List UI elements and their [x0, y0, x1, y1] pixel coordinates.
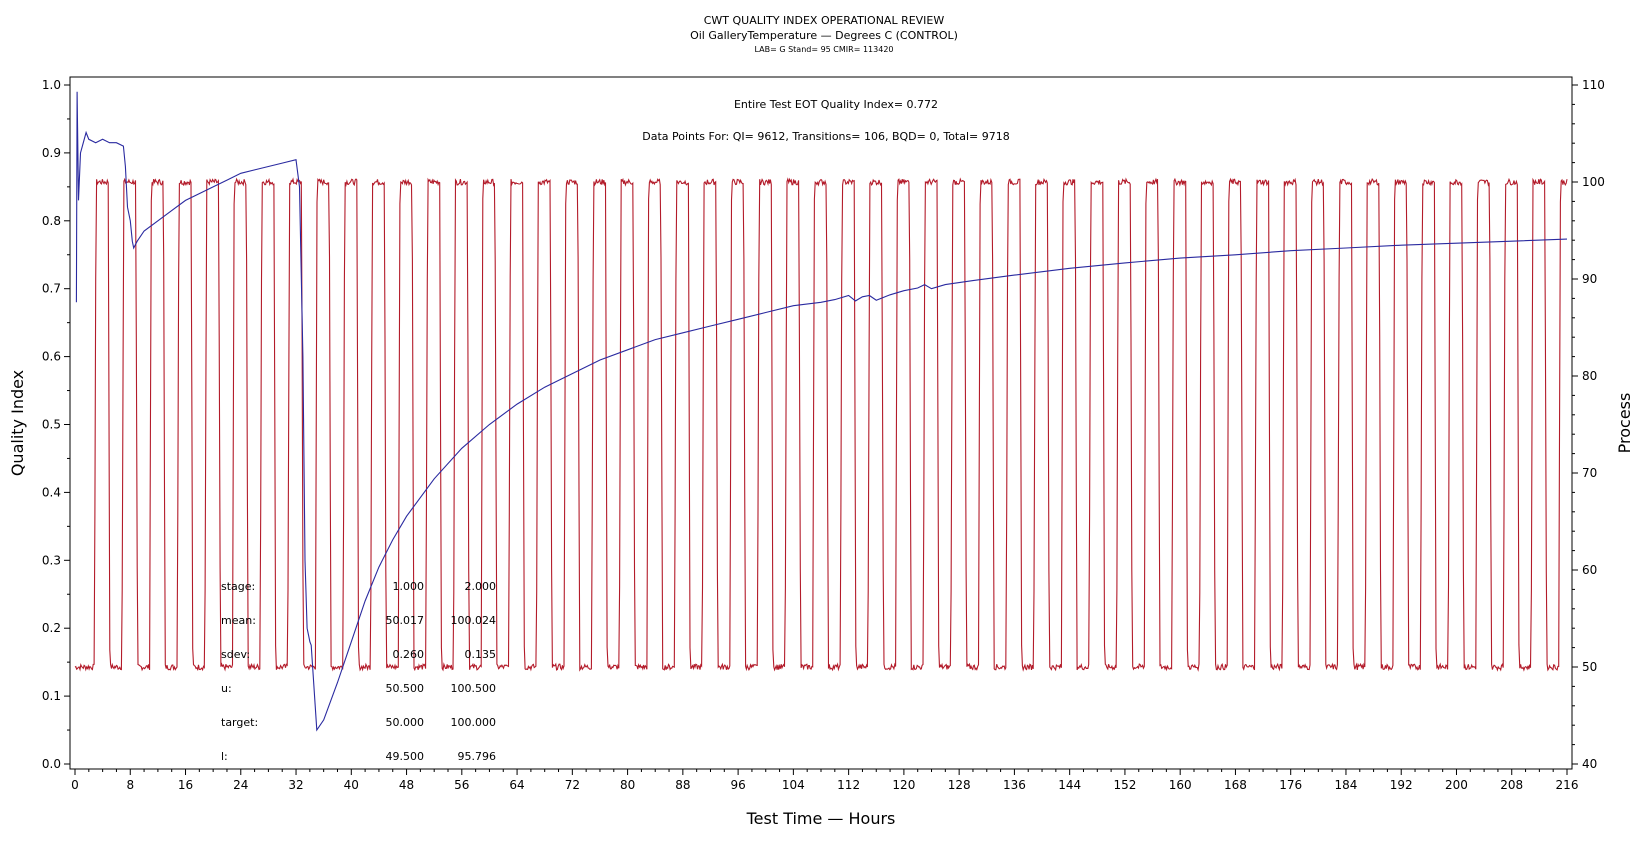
y-right-tick-label: 90: [1582, 272, 1597, 286]
y-left-tick-label: 0.2: [42, 621, 61, 635]
x-tick-label: 32: [288, 778, 303, 792]
x-tick-label: 136: [1003, 778, 1026, 792]
stats-row-label: mean:: [221, 614, 256, 627]
stats-table: stage: 1.000 2.000 mean: 50.017 100.024 sdev: 0…: [221, 580, 496, 763]
stats-col1-value: 0.260: [393, 648, 425, 661]
x-axis: 0 8 16 24 32 40 48 56 64 72 80 88 96 104 112 120 128 136 1…: [71, 769, 1578, 792]
x-tick-label: 72: [565, 778, 580, 792]
y-right-tick-label: 100: [1582, 175, 1605, 189]
x-tick-label: 88: [675, 778, 690, 792]
annotation-quality-index: Entire Test EOT Quality Index= 0.772: [734, 98, 938, 111]
stats-col2-value: 100.500: [451, 682, 497, 695]
y-left-tick-label: 0.6: [42, 350, 61, 364]
stats-col1-value: 50.000: [386, 716, 425, 729]
x-tick-label: 160: [1169, 778, 1192, 792]
chart-title: CWT QUALITY INDEX OPERATIONAL REVIEW: [704, 14, 945, 27]
annotation-data-points: Data Points For: QI= 9612, Transitions= …: [642, 130, 1010, 143]
stats-col2-value: 0.135: [465, 648, 497, 661]
stats-col1-value: 49.500: [386, 750, 425, 763]
x-tick-label: 208: [1500, 778, 1523, 792]
y-left-tick-label: 0.7: [42, 282, 61, 296]
x-tick-label: 80: [620, 778, 635, 792]
stats-col2-value: 2.000: [465, 580, 497, 593]
stats-col1-value: 50.500: [386, 682, 425, 695]
x-tick-label: 104: [782, 778, 805, 792]
y-left-tick-label: 0.4: [42, 485, 61, 499]
y-right-tick-label: 70: [1582, 466, 1597, 480]
x-tick-label: 176: [1279, 778, 1302, 792]
y-left-axis-label: Quality Index: [8, 370, 27, 476]
x-tick-label: 120: [892, 778, 915, 792]
y-left-tick-label: 1.0: [42, 78, 61, 92]
x-tick-label: 24: [233, 778, 248, 792]
stats-row-label: l:: [221, 750, 228, 763]
x-tick-label: 0: [71, 778, 79, 792]
y-left-tick-label: 0.1: [42, 689, 61, 703]
x-tick-label: 56: [454, 778, 469, 792]
chart-lab-line: LAB= G Stand= 95 CMIR= 113420: [754, 45, 893, 54]
x-tick-label: 40: [344, 778, 359, 792]
x-tick-label: 112: [837, 778, 860, 792]
y-right-axis-label: Process: [1615, 393, 1634, 454]
x-tick-label: 64: [509, 778, 524, 792]
y-right-tick-label: 80: [1582, 369, 1597, 383]
y-left-tick-label: 0.3: [42, 553, 61, 567]
x-tick-label: 128: [948, 778, 971, 792]
x-axis-label: Test Time — Hours: [746, 809, 896, 828]
y-right-tick-label: 110: [1582, 78, 1605, 92]
y-right-tick-label: 40: [1582, 757, 1597, 771]
y-left-tick-label: 0.9: [42, 146, 61, 160]
stats-row-label: u:: [221, 682, 232, 695]
x-tick-label: 200: [1445, 778, 1468, 792]
y-right-axis: 40 50 60 70 80 90 100 110: [1572, 78, 1605, 771]
y-left-axis: 0.0 0.1 0.2 0.3 0.4 0.5 0.6 0.7 0.8 0.9 1.0: [42, 78, 70, 771]
stats-col1-value: 1.000: [393, 580, 425, 593]
chart-subtitle: Oil GalleryTemperature — Degrees C (CONT…: [690, 29, 958, 42]
x-tick-label: 192: [1390, 778, 1413, 792]
process-series-line: [74, 177, 1568, 672]
y-right-tick-label: 60: [1582, 563, 1597, 577]
x-tick-label: 48: [399, 778, 414, 792]
stats-row-label: target:: [221, 716, 258, 729]
y-left-tick-label: 0.8: [42, 214, 61, 228]
stats-col2-value: 100.000: [451, 716, 497, 729]
x-tick-label: 168: [1224, 778, 1247, 792]
x-tick-label: 96: [730, 778, 745, 792]
x-tick-label: 144: [1058, 778, 1081, 792]
quality-index-series-line: [75, 91, 1568, 732]
stats-row-label: stage:: [221, 580, 255, 593]
x-tick-label: 8: [126, 778, 134, 792]
stats-col1-value: 50.017: [386, 614, 425, 627]
x-tick-label: 152: [1113, 778, 1136, 792]
x-tick-label: 216: [1556, 778, 1579, 792]
y-left-tick-label: 0.5: [42, 418, 61, 432]
stats-col2-value: 95.796: [458, 750, 497, 763]
y-left-tick-label: 0.0: [42, 757, 61, 771]
stats-col2-value: 100.024: [451, 614, 497, 627]
x-tick-label: 16: [178, 778, 193, 792]
x-tick-label: 184: [1335, 778, 1358, 792]
y-right-tick-label: 50: [1582, 660, 1597, 674]
plot-frame: [69, 76, 1573, 770]
stats-row-label: sdev:: [221, 648, 250, 661]
